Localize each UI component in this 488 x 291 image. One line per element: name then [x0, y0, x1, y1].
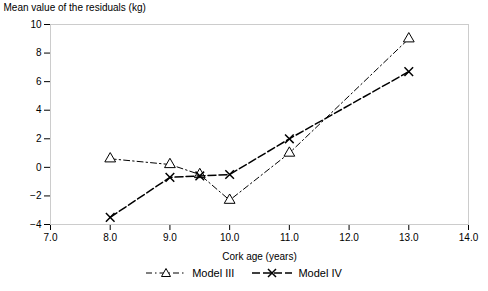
svg-text:Cork age (years): Cork age (years): [222, 251, 296, 262]
svg-text:12.0: 12.0: [339, 232, 359, 243]
svg-text:14.0: 14.0: [459, 232, 479, 243]
svg-text:13.0: 13.0: [399, 232, 419, 243]
svg-text:Mean value of the residuals (k: Mean value of the residuals (kg): [4, 2, 146, 13]
svg-text:10: 10: [30, 19, 42, 30]
svg-text:0: 0: [36, 162, 42, 173]
svg-text:6: 6: [36, 76, 42, 87]
svg-text:9.0: 9.0: [163, 232, 177, 243]
svg-text:−2: −2: [30, 190, 42, 201]
svg-text:2: 2: [36, 133, 42, 144]
svg-text:11.0: 11.0: [280, 232, 299, 243]
svg-text:4: 4: [36, 104, 42, 115]
svg-text:7.0: 7.0: [44, 232, 58, 243]
svg-text:8: 8: [36, 47, 42, 58]
html-text:Model III: Model III: [192, 267, 235, 279]
svg-text:−4: −4: [30, 219, 42, 230]
svg-text:8.0: 8.0: [103, 232, 117, 243]
svg-text:10.0: 10.0: [220, 232, 240, 243]
html-text:Model IV: Model IV: [298, 267, 342, 279]
